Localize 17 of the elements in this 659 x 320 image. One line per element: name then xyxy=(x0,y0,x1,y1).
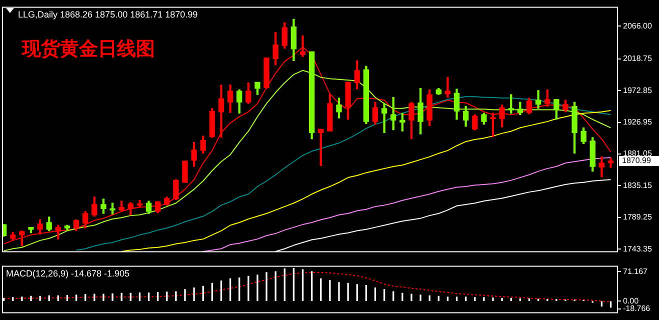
y-tick-label: 2066.00 xyxy=(623,21,652,30)
y-tick-label: 1743.35 xyxy=(623,244,652,254)
candlestick xyxy=(381,103,388,133)
y-tick-label: 1926.95 xyxy=(623,117,652,126)
y-tick-label: 0.00 xyxy=(623,296,640,306)
annotation: 现货黄金日线图 xyxy=(21,38,155,60)
y-tick-label: 1789.25 xyxy=(623,212,652,222)
y-tick-label: -18.766 xyxy=(623,304,651,314)
y-tick-label: 1972.85 xyxy=(623,86,652,95)
y-tick-label: 1835.15 xyxy=(623,180,652,190)
y-tick-label: 1881.05 xyxy=(623,149,652,158)
text: 1870.99 xyxy=(622,156,652,166)
chart-title: LLG,Daily 1868.26 1875.00 1861.71 1870.99 xyxy=(18,9,198,20)
y-tick-label: 71.167 xyxy=(623,266,648,276)
y-tick-label: 2018.75 xyxy=(623,54,652,64)
chart-title: MACD(12,26,9) -14.678 -1.905 xyxy=(6,268,130,278)
line-series xyxy=(3,272,612,302)
